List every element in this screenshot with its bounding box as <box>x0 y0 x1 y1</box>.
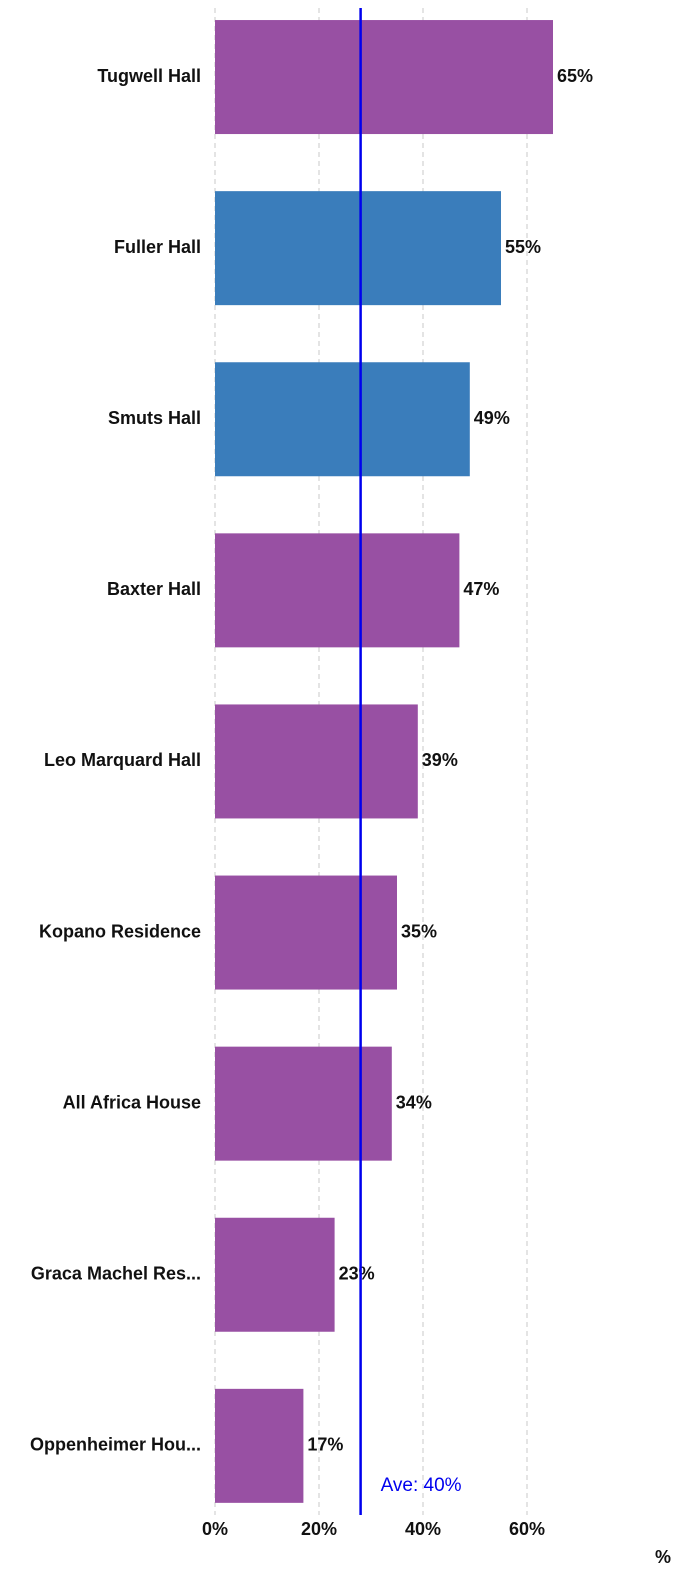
category-label: Smuts Hall <box>108 408 201 428</box>
category-label: Kopano Residence <box>39 921 201 941</box>
x-tick-label: 40% <box>405 1519 441 1539</box>
value-label: 34% <box>396 1092 432 1112</box>
value-label: 35% <box>401 921 437 941</box>
bar <box>215 875 397 990</box>
value-label: 23% <box>339 1264 375 1284</box>
value-label: 39% <box>422 750 458 770</box>
value-label: 47% <box>463 579 499 599</box>
bar <box>215 704 418 819</box>
x-tick-label: 60% <box>509 1519 545 1539</box>
bar <box>215 20 553 135</box>
category-label: Graca Machel Res... <box>31 1264 201 1284</box>
value-label: 49% <box>474 408 510 428</box>
category-label: Oppenheimer Hou... <box>30 1435 201 1455</box>
category-label: Leo Marquard Hall <box>44 750 201 770</box>
bar <box>215 533 460 648</box>
x-tick-label: 20% <box>301 1519 337 1539</box>
category-label: Baxter Hall <box>107 579 201 599</box>
bar <box>215 191 501 306</box>
x-axis-label: % <box>655 1547 671 1567</box>
bar <box>215 1217 335 1332</box>
value-label: 17% <box>307 1435 343 1455</box>
x-tick-label: 0% <box>202 1519 228 1539</box>
value-label: 55% <box>505 237 541 257</box>
bar <box>215 362 470 477</box>
bar <box>215 1388 304 1503</box>
category-label: All Africa House <box>63 1092 201 1112</box>
bar <box>215 1046 392 1161</box>
category-label: Tugwell Hall <box>97 66 201 86</box>
value-label: 65% <box>557 66 593 86</box>
average-label: Ave: 40% <box>381 1475 462 1496</box>
category-label: Fuller Hall <box>114 237 201 257</box>
